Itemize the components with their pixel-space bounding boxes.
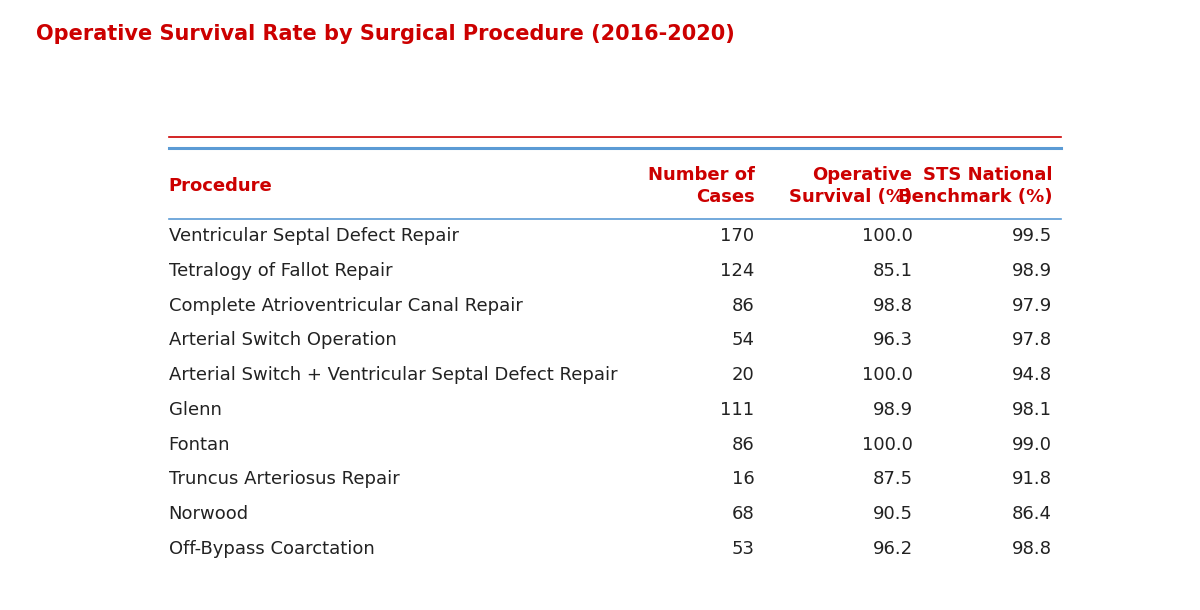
Text: 98.1: 98.1: [1012, 401, 1052, 419]
Text: 90.5: 90.5: [872, 505, 912, 523]
Text: Tetralogy of Fallot Repair: Tetralogy of Fallot Repair: [168, 262, 392, 280]
Text: 100.0: 100.0: [862, 227, 912, 245]
Text: Glenn: Glenn: [168, 401, 222, 419]
Text: 20: 20: [732, 366, 755, 384]
Text: 98.8: 98.8: [1012, 540, 1052, 558]
Text: 91.8: 91.8: [1012, 470, 1052, 489]
Text: Operative Survival Rate by Surgical Procedure (2016-2020): Operative Survival Rate by Surgical Proc…: [36, 24, 734, 45]
Text: 53: 53: [732, 540, 755, 558]
Text: 86: 86: [732, 296, 755, 315]
Text: 99.5: 99.5: [1012, 227, 1052, 245]
Text: 98.9: 98.9: [872, 401, 912, 419]
Text: 85.1: 85.1: [872, 262, 912, 280]
Text: 86: 86: [732, 436, 755, 454]
Text: 99.0: 99.0: [1012, 436, 1052, 454]
Text: Number of
Cases: Number of Cases: [648, 166, 755, 206]
Text: Norwood: Norwood: [168, 505, 248, 523]
Text: Procedure: Procedure: [168, 177, 272, 195]
Text: Operative
Survival (%): Operative Survival (%): [790, 166, 912, 206]
Text: 96.2: 96.2: [872, 540, 912, 558]
Text: Arterial Switch Operation: Arterial Switch Operation: [168, 331, 396, 350]
Text: Arterial Switch + Ventricular Septal Defect Repair: Arterial Switch + Ventricular Septal Def…: [168, 366, 617, 384]
Text: 100.0: 100.0: [862, 366, 912, 384]
Text: 98.9: 98.9: [1012, 262, 1052, 280]
Text: 111: 111: [720, 401, 755, 419]
Text: 96.3: 96.3: [872, 331, 912, 350]
Text: Fontan: Fontan: [168, 436, 230, 454]
Text: 94.8: 94.8: [1012, 366, 1052, 384]
Text: 170: 170: [720, 227, 755, 245]
Text: 100.0: 100.0: [862, 436, 912, 454]
Text: Ventricular Septal Defect Repair: Ventricular Septal Defect Repair: [168, 227, 458, 245]
Text: STS National
Benchmark (%): STS National Benchmark (%): [898, 166, 1052, 206]
Text: 97.8: 97.8: [1012, 331, 1052, 350]
Text: 86.4: 86.4: [1012, 505, 1052, 523]
Text: 124: 124: [720, 262, 755, 280]
Text: 98.8: 98.8: [872, 296, 912, 315]
Text: Complete Atrioventricular Canal Repair: Complete Atrioventricular Canal Repair: [168, 296, 522, 315]
Text: Truncus Arteriosus Repair: Truncus Arteriosus Repair: [168, 470, 400, 489]
Text: Off-Bypass Coarctation: Off-Bypass Coarctation: [168, 540, 374, 558]
Text: 68: 68: [732, 505, 755, 523]
Text: 87.5: 87.5: [872, 470, 912, 489]
Text: 16: 16: [732, 470, 755, 489]
Text: 54: 54: [732, 331, 755, 350]
Text: 97.9: 97.9: [1012, 296, 1052, 315]
